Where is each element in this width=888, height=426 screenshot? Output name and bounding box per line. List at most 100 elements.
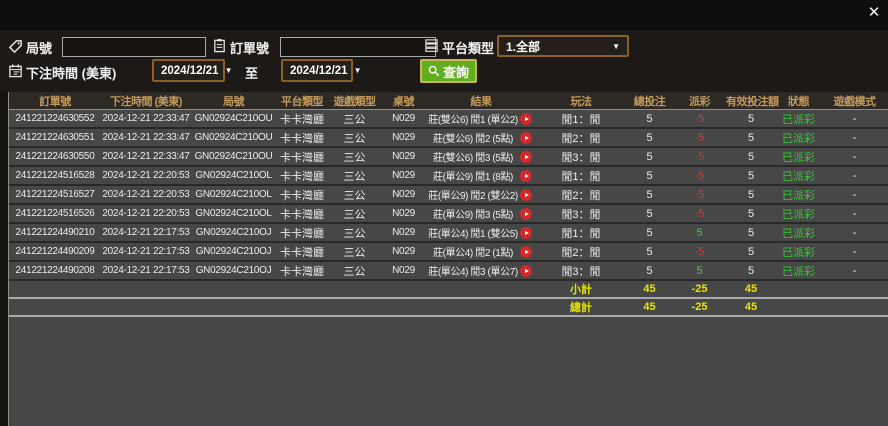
cell-game-type: 三公 <box>328 261 381 281</box>
play-video-icon[interactable] <box>520 131 532 144</box>
date-to-value: 2024/12/21 <box>290 64 348 77</box>
total-mode-spacer <box>821 298 888 317</box>
cell-bet-time: 2024-12-21 22:20:53 <box>101 185 191 205</box>
chevron-down-icon: ▼ <box>353 66 362 75</box>
cell-game-mode: - <box>821 242 888 262</box>
cell-play: 閒1：閒 <box>536 223 626 243</box>
cell-play: 閒1：閒 <box>536 166 626 186</box>
cell-total-bet: 5 <box>626 242 673 262</box>
play-video-icon[interactable] <box>520 245 532 258</box>
cell-game-type: 三公 <box>328 109 381 129</box>
cell-game-type: 三公 <box>328 242 381 262</box>
cell-result: 莊(單公9) 閒1 (8點) <box>426 166 536 186</box>
cell-total-bet: 5 <box>626 109 673 129</box>
cell-status: 已派彩 <box>776 147 821 167</box>
cell-game-mode: - <box>821 128 888 148</box>
cell-table-no: N029 <box>381 204 426 224</box>
close-icon[interactable]: ✕ <box>867 4 881 21</box>
to-label: 至 <box>245 66 259 81</box>
result-text: 莊(雙公6) 閒1 (單公2) <box>428 115 518 126</box>
cell-order-id: 241221224490208 <box>9 261 101 281</box>
cell-status: 已派彩 <box>776 223 821 243</box>
filter-toolbar: 局號 訂單號 平台類型 1.全部 ▼ 下注時間 (美東) 2024/12/21 … <box>0 30 888 92</box>
col-bet-time: 下注時間 (美東) <box>101 92 191 110</box>
cell-round-id: GN02924C210OU <box>191 147 276 167</box>
cell-round-id: GN02924C210OU <box>191 109 276 129</box>
cell-status: 已派彩 <box>776 185 821 205</box>
cell-status: 已派彩 <box>776 261 821 281</box>
round-input[interactable] <box>62 37 206 57</box>
cell-game-mode: - <box>821 261 888 281</box>
play-video-icon[interactable] <box>520 169 532 182</box>
cell-result: 莊(單公9) 閒3 (5點) <box>426 204 536 224</box>
result-text: 莊(單公4) 閒3 (單公7) <box>428 267 518 278</box>
cell-game-type: 三公 <box>328 204 381 224</box>
order-label: 訂單號 <box>230 41 270 56</box>
tag-icon <box>8 40 22 54</box>
cell-status: 已派彩 <box>776 166 821 186</box>
cell-play: 閒3：閒 <box>536 204 626 224</box>
cell-game-mode: - <box>821 166 888 186</box>
search-button[interactable]: 查詢 <box>420 59 478 83</box>
cell-total-bet: 5 <box>626 185 673 205</box>
col-play: 玩法 <box>536 92 626 110</box>
cell-round-id: GN02924C210OL <box>191 166 276 186</box>
cell-round-id: GN02924C210OJ <box>191 242 276 262</box>
result-text: 莊(單公4) 閒2 (1點) <box>433 248 513 259</box>
cell-platform: 卡卡灣廳 <box>276 147 328 167</box>
play-video-icon[interactable] <box>520 207 532 220</box>
cell-platform: 卡卡灣廳 <box>276 109 328 129</box>
cell-table-no: N029 <box>381 261 426 281</box>
table-row: 241221224516526 2024-12-21 22:20:53 GN02… <box>9 204 888 224</box>
cell-result: 莊(單公9) 閒2 (雙公2) <box>426 185 536 205</box>
table-row: 241221224630551 2024-12-21 22:33:47 GN02… <box>9 128 888 148</box>
cell-payout: 5 <box>673 223 726 243</box>
summary-body: 小計 45 -25 45 總計 45 -25 45 <box>9 280 888 317</box>
cell-bet-time: 2024-12-21 22:17:53 <box>101 223 191 243</box>
play-video-icon[interactable] <box>520 150 532 163</box>
cell-play: 閒1：閒 <box>536 109 626 129</box>
result-text: 莊(單公9) 閒3 (5點) <box>433 210 513 221</box>
subtotal-row: 小計 45 -25 45 <box>9 280 888 299</box>
col-platform: 平台類型 <box>276 92 328 110</box>
cell-platform: 卡卡灣廳 <box>276 128 328 148</box>
calendar-icon <box>9 64 22 78</box>
date-to-select[interactable]: 2024/12/21 ▼ <box>281 59 361 82</box>
result-text: 莊(雙公6) 閒2 (5點) <box>433 134 513 145</box>
cell-payout: -5 <box>673 109 726 129</box>
subtotal-spacer <box>9 280 536 299</box>
col-valid-bet: 有效投注額 <box>726 92 779 110</box>
subtotal-valid-bet: 45 <box>726 280 776 299</box>
order-input[interactable] <box>280 37 436 57</box>
platform-select[interactable]: 1.全部 ▼ <box>497 35 629 57</box>
total-label: 總計 <box>536 298 626 317</box>
date-from-select[interactable]: 2024/12/21 ▼ <box>152 59 232 82</box>
play-video-icon[interactable] <box>520 264 532 277</box>
cell-play: 閒2：閒 <box>536 242 626 262</box>
cell-platform: 卡卡灣廳 <box>276 204 328 224</box>
cell-game-type: 三公 <box>328 185 381 205</box>
play-video-icon[interactable] <box>520 188 532 201</box>
cell-platform: 卡卡灣廳 <box>276 166 328 186</box>
cell-valid-bet: 5 <box>726 109 776 129</box>
cell-round-id: GN02924C210OU <box>191 128 276 148</box>
cell-result: 莊(雙公6) 閒2 (5點) <box>426 128 536 148</box>
play-video-icon[interactable] <box>520 112 532 125</box>
cell-order-id: 241221224630552 <box>9 109 101 129</box>
col-table-no: 桌號 <box>381 92 426 110</box>
subtotal-label: 小計 <box>536 280 626 299</box>
titlebar: ✕ <box>0 0 888 30</box>
col-total-bet: 總投注 <box>626 92 673 110</box>
cell-valid-bet: 5 <box>726 204 776 224</box>
cell-valid-bet: 5 <box>726 223 776 243</box>
total-row: 總計 45 -25 45 <box>9 298 888 317</box>
total-payout: -25 <box>673 298 726 317</box>
cell-game-type: 三公 <box>328 223 381 243</box>
cell-result: 莊(雙公6) 閒1 (單公2) <box>426 109 536 129</box>
cell-valid-bet: 5 <box>726 166 776 186</box>
cell-payout: -5 <box>673 147 726 167</box>
play-video-icon[interactable] <box>520 226 532 239</box>
table-body: 241221224630552 2024-12-21 22:33:47 GN02… <box>9 109 888 281</box>
cell-status: 已派彩 <box>776 109 821 129</box>
cell-result: 莊(單公4) 閒2 (1點) <box>426 242 536 262</box>
